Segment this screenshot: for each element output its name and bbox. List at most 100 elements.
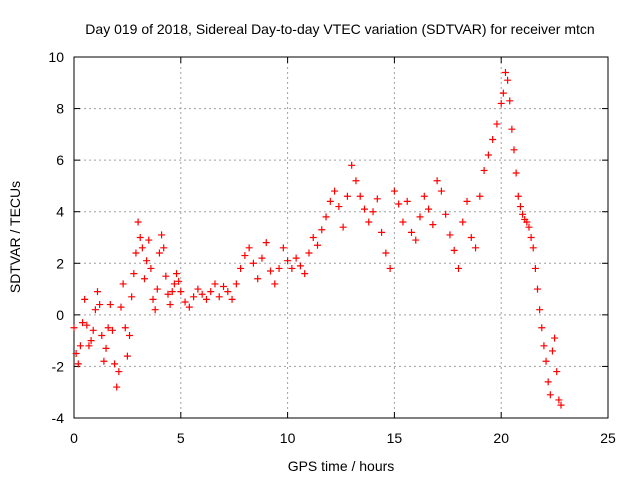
data-point [220, 282, 228, 290]
data-point [506, 97, 514, 105]
grid [74, 57, 608, 418]
data-point [373, 195, 381, 203]
data-point [529, 244, 537, 252]
y-tick-label: -2 [52, 358, 65, 374]
data-point [339, 223, 347, 231]
x-axis-label: GPS time / hours [288, 458, 395, 474]
data-point [138, 244, 146, 252]
chart-title: Day 019 of 2018, Sidereal Day-to-day VTE… [85, 21, 594, 37]
data-point [527, 234, 535, 241]
data-point [115, 368, 123, 376]
data-point [202, 295, 210, 303]
data-point [117, 303, 125, 311]
data-point [76, 342, 84, 350]
data-point [555, 396, 563, 404]
data-point [262, 239, 270, 247]
data-point [81, 295, 89, 303]
data-point [93, 288, 101, 296]
data-point [386, 264, 394, 272]
x-axis: 0 5 10 15 20 25 [70, 57, 616, 446]
data-point [102, 344, 110, 352]
data-point [523, 218, 531, 226]
data-point [153, 285, 161, 293]
data-point [72, 350, 80, 358]
data-point [136, 234, 144, 241]
data-point [126, 331, 134, 339]
data-point [89, 326, 97, 334]
data-point [123, 352, 131, 360]
data-point [489, 136, 497, 144]
data-point [318, 226, 326, 234]
data-point [87, 337, 95, 345]
data-point [326, 197, 334, 205]
data-point [175, 277, 183, 285]
data-point [249, 259, 257, 267]
data-point [177, 288, 185, 296]
data-point [254, 275, 262, 283]
data-point [143, 257, 151, 265]
data-point [407, 228, 415, 236]
data-point [516, 203, 524, 211]
data-point [181, 298, 189, 306]
data-point [467, 234, 475, 241]
data-point [322, 213, 330, 221]
data-point [499, 89, 507, 97]
data-point [119, 280, 127, 288]
data-point [160, 244, 168, 252]
data-point [534, 285, 542, 293]
data-point [546, 391, 554, 399]
y-axis-label: SDTVAR / TECUs [7, 181, 23, 293]
data-point [258, 254, 266, 262]
data-point [416, 213, 424, 221]
data-point [292, 254, 300, 262]
data-point [360, 205, 368, 213]
data-point [245, 244, 253, 252]
y-tick-label: -4 [52, 410, 65, 426]
data-point [128, 293, 136, 301]
data-point [343, 192, 351, 200]
data-point [168, 288, 176, 296]
data-point [211, 280, 219, 288]
data-point [279, 244, 287, 252]
data-point [399, 218, 407, 226]
data-point [275, 264, 283, 272]
data-point [553, 368, 561, 376]
y-tick-label: 2 [56, 255, 64, 271]
data-point [74, 360, 82, 368]
data-point [140, 275, 148, 283]
data-point [267, 267, 275, 275]
data-point [228, 295, 236, 303]
data-point [493, 120, 501, 128]
data-point [335, 203, 343, 211]
y-axis: -4 -2 0 2 4 6 8 10 [48, 49, 608, 426]
data-point [185, 303, 193, 311]
data-point [378, 228, 386, 236]
x-tick-label: 25 [600, 430, 616, 446]
data-point [538, 324, 546, 332]
x-tick-label: 15 [387, 430, 403, 446]
data-point [557, 401, 565, 409]
data-point [544, 378, 552, 386]
data-point [155, 249, 163, 257]
data-point [100, 357, 108, 365]
y-tick-label: 4 [56, 204, 64, 220]
data-point [348, 161, 356, 169]
data-point [79, 319, 87, 327]
y-tick-label: 0 [56, 307, 64, 323]
data-point [288, 264, 296, 272]
data-point [158, 231, 166, 239]
data-point [390, 187, 398, 195]
data-point [548, 347, 556, 355]
data-point [173, 270, 181, 278]
data-point [85, 342, 93, 350]
data-point [480, 166, 488, 174]
y-tick-label: 10 [48, 49, 64, 65]
y-tick-label: 6 [56, 152, 64, 168]
data-point [472, 244, 480, 252]
data-point [365, 218, 373, 226]
data-point [352, 177, 360, 185]
data-point [369, 208, 377, 216]
data-point [531, 264, 539, 272]
data-point [305, 249, 313, 257]
